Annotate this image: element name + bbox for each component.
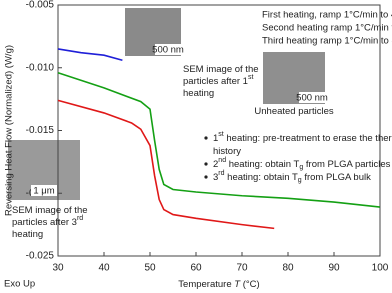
x-tick-label: 90: [328, 263, 340, 274]
x-tick-label: 50: [144, 263, 156, 274]
x-axis-label-segment: (°C): [240, 279, 260, 290]
scale-bar-label: 500 nm: [152, 45, 184, 56]
legend-entry: First heating, ramp 1°C/min to 48°C: [262, 10, 392, 21]
bullet-text: history: [213, 146, 241, 157]
annotation-text-segment: heating: [183, 88, 214, 99]
scale-bar-box: [155, 44, 181, 55]
annotation-text: particles after 1st: [183, 74, 253, 87]
annotation-text: heating: [12, 229, 43, 240]
bullet-dot: [204, 162, 208, 166]
annotation-text-segment: particles after 3: [12, 217, 77, 228]
annotation-text: SEM image of the: [12, 205, 88, 216]
bullet-dot: [204, 136, 208, 140]
bullet-dot: [204, 175, 208, 179]
y-tick-label: -0.010: [26, 62, 55, 73]
bullet-text-segment: 2: [213, 159, 218, 170]
legend-entry: Second heating ramp 1°C/min to 190°C: [262, 23, 392, 34]
scale-bar-label: 500 nm: [296, 93, 328, 104]
bullet-text-segment: g: [298, 177, 302, 184]
series-line: [57, 99, 275, 230]
y-tick-label: -0.005: [26, 0, 55, 11]
annotation-text: heating: [183, 88, 214, 99]
bullet-text: 3rd heating: obtain Tg from PLGA bulk: [213, 170, 371, 184]
annotation-text-segment: rd: [77, 215, 83, 222]
series-line: [57, 72, 381, 208]
annotation-text-segment: st: [248, 74, 254, 81]
x-axis-label: Temperature T (°C): [178, 279, 259, 290]
x-tick-label: 60: [190, 263, 202, 274]
bullet-text-segment: st: [218, 131, 224, 138]
annotation-text: particles after 3rd: [12, 215, 83, 228]
annotation-text: SEM image of the: [183, 64, 259, 75]
bullet-text-segment: heating: obtain T: [226, 159, 299, 170]
y-axis-label: Reversing Heat Flow (Normalized) (W/g): [4, 45, 15, 216]
bullet-text-segment: heating: obtain T: [225, 172, 298, 183]
y-tick-label: -0.015: [26, 125, 55, 136]
annotation-text-segment: particles after 1: [183, 76, 248, 87]
bullet-text: 1st heating: pre-treatment to erase the …: [213, 131, 392, 144]
bullet-text-segment: nd: [218, 157, 226, 164]
annotation-text-segment: heating: [12, 229, 43, 240]
bullet-text-segment: from PLGA bulk: [302, 172, 371, 183]
x-tick-label: 70: [236, 263, 248, 274]
legend-entry: Third heating ramp 1°C/min to 80°C: [262, 36, 392, 47]
corner-note: Exo Up: [4, 279, 35, 290]
x-tick-label: 100: [372, 263, 389, 274]
scale-bar-label: 1 μm: [33, 186, 54, 197]
x-axis-label-segment: T: [234, 279, 241, 290]
y-tick-label: -0.025: [26, 251, 55, 262]
annotation-text-segment: SEM image of the: [12, 205, 88, 216]
x-tick-label: 80: [282, 263, 294, 274]
scale-bar-box: [31, 185, 57, 196]
annotation-text-segment: SEM image of the: [183, 64, 259, 75]
annotation-text: Unheated particles: [254, 106, 333, 117]
bullet-text-segment: heating: pre-treatment to erase the ther…: [224, 133, 392, 144]
scale-bar-box: [299, 92, 325, 103]
bullet-text-segment: 3: [213, 172, 218, 183]
x-tick-label: 40: [98, 263, 110, 274]
bullet-text-segment: g: [299, 164, 303, 171]
annotation-text-segment: Unheated particles: [254, 106, 333, 117]
x-axis-label-segment: Temperature: [178, 279, 234, 290]
bullet-text: 2nd heating: obtain Tg from PLGA particl…: [213, 157, 391, 171]
x-tick-label: 30: [52, 263, 64, 274]
bullet-text-segment: rd: [218, 170, 224, 177]
series-line: [57, 48, 123, 61]
bullet-text-segment: history: [213, 146, 241, 157]
bullet-text-segment: 1: [213, 133, 218, 144]
bullet-text-segment: from PLGA particles: [303, 159, 390, 170]
